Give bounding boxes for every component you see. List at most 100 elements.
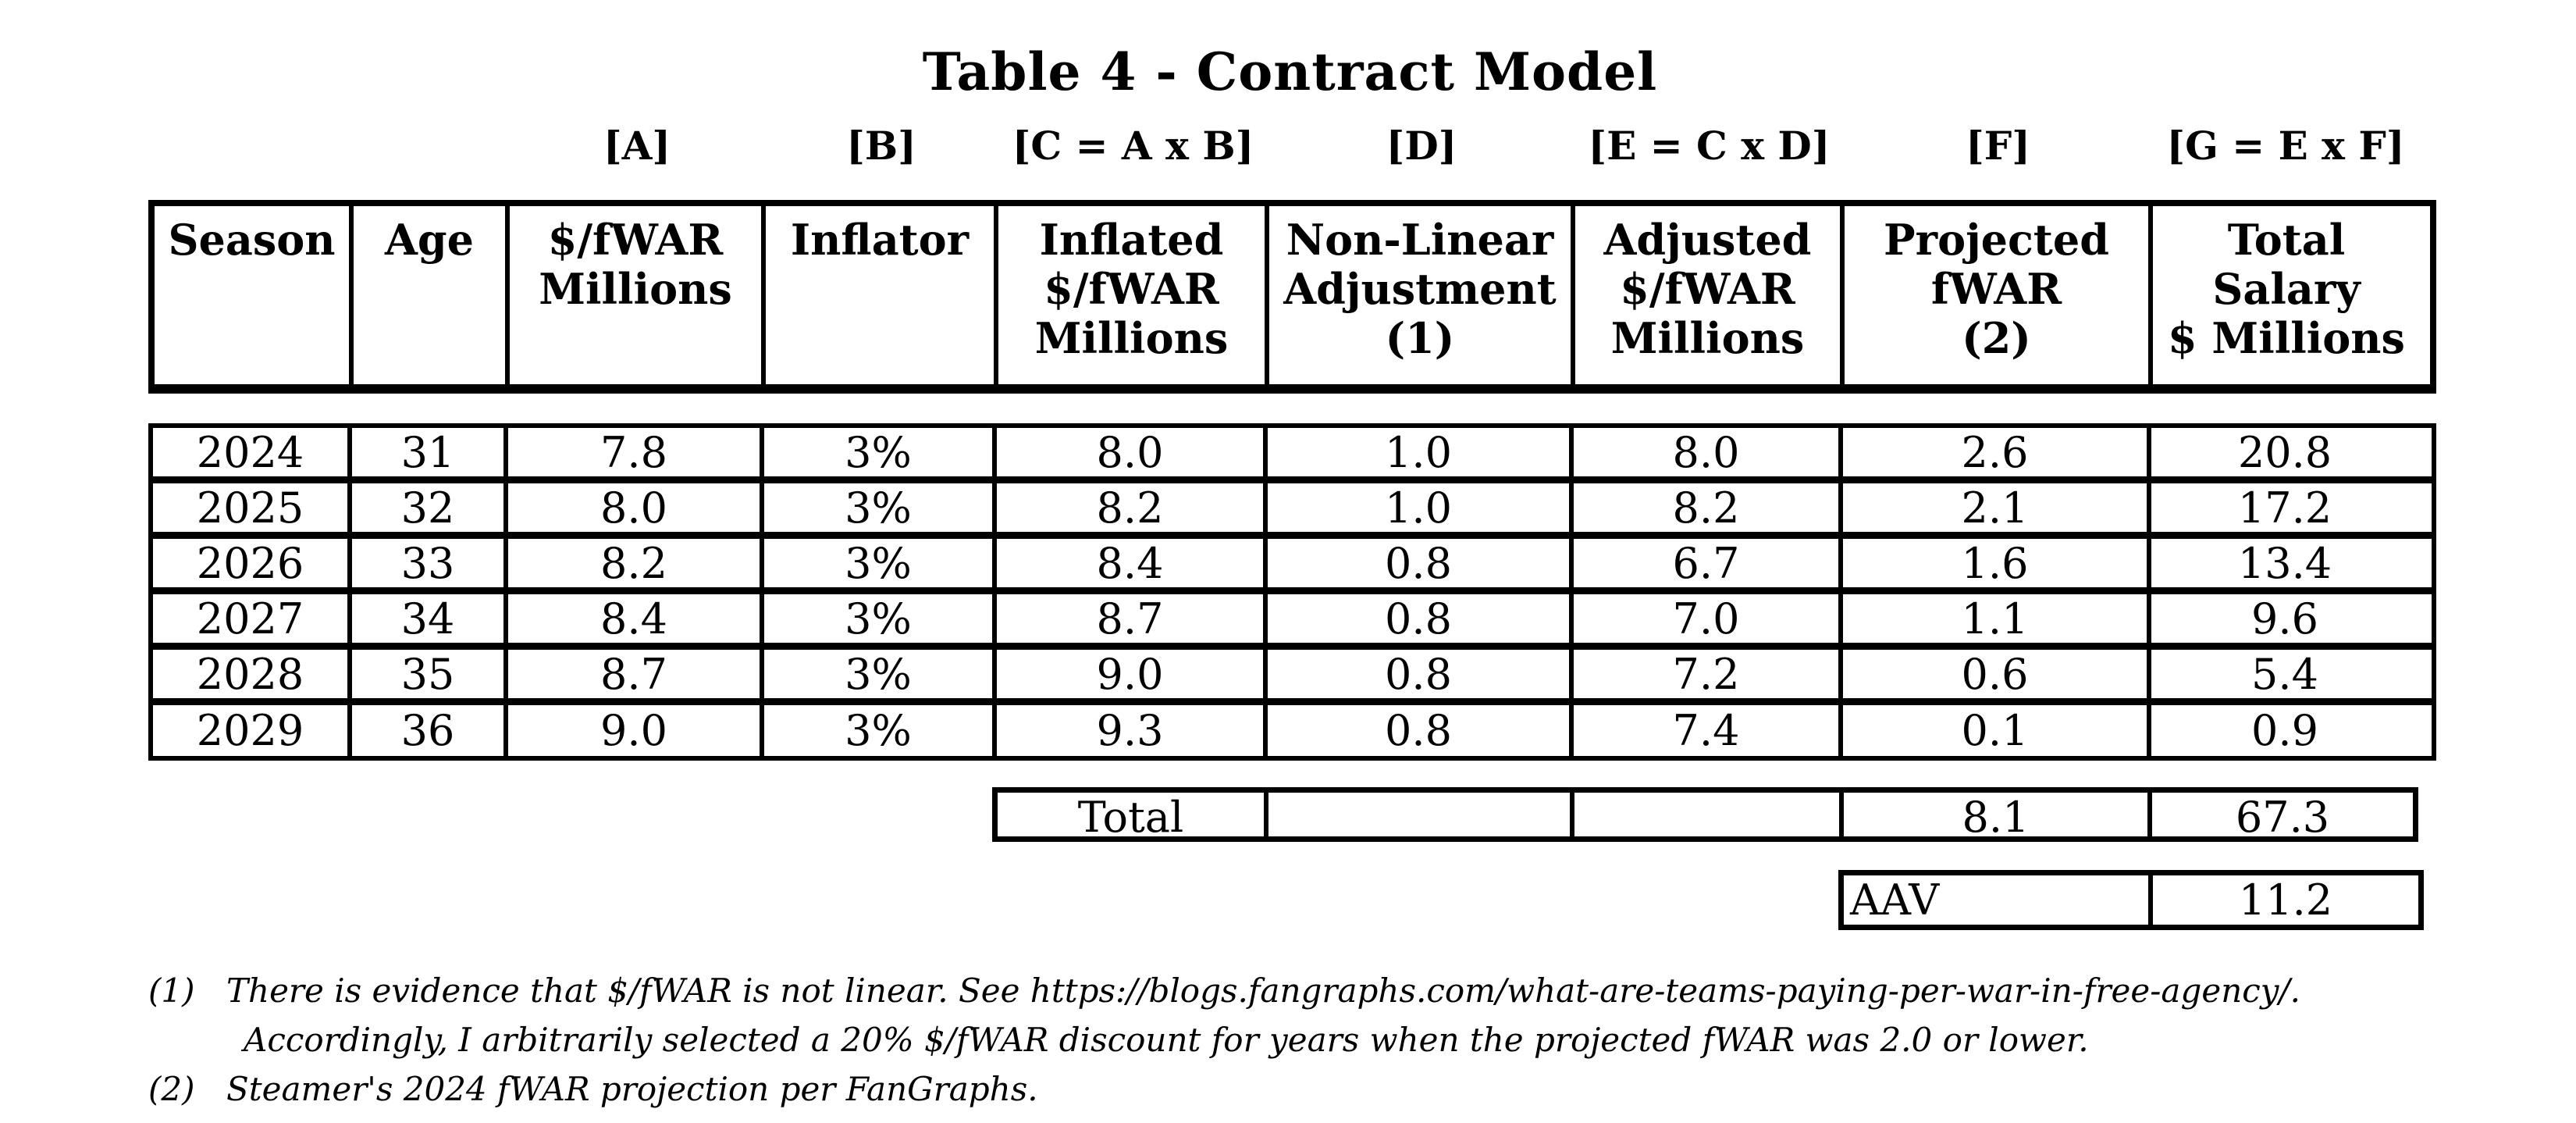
table-cell: 32 bbox=[352, 483, 508, 533]
table-row: 2027 34 8.4 3% 8.7 0.8 7.0 1.1 9.6 bbox=[153, 594, 2432, 651]
table-row: 2025 32 8.0 3% 8.2 1.0 8.2 2.1 17.2 bbox=[153, 483, 2432, 540]
column-header-nonlinear: Non-Linear Adjustment (1) bbox=[1269, 206, 1575, 385]
formula-letter-b: [B] bbox=[846, 123, 916, 169]
table-row: 2026 33 8.2 3% 8.4 0.8 6.7 1.6 13.4 bbox=[153, 539, 2432, 595]
table-cell: 33 bbox=[352, 539, 508, 589]
table-cell: 3% bbox=[764, 428, 997, 478]
column-header-inflator: Inflator bbox=[766, 206, 998, 385]
table-cell: 3% bbox=[764, 483, 997, 533]
footnote-1-text: There is evidence that $/fWAR is not lin… bbox=[226, 971, 2301, 1011]
table-cell: 2027 bbox=[153, 594, 352, 644]
footnote-2-marker: (2) bbox=[148, 1070, 195, 1109]
footnote-1: (1) There is evidence that $/fWAR is not… bbox=[148, 971, 2443, 1011]
formula-letter-d: [D] bbox=[1386, 123, 1457, 169]
total-row: Total 8.1 67.3 bbox=[992, 787, 2418, 843]
column-header-adjusted: Adjusted $/fWAR Millions bbox=[1575, 206, 1845, 385]
table-cell: 8.2 bbox=[1574, 483, 1843, 533]
column-header-dollar-fwar: $/fWAR Millions bbox=[510, 206, 766, 385]
table-title: Table 4 - Contract Model bbox=[922, 41, 1658, 102]
column-header-projected-fwar: Projected fWAR (2) bbox=[1845, 206, 2153, 385]
table-cell: 20.8 bbox=[2237, 428, 2332, 478]
formula-letter-c: [C = A x B] bbox=[1012, 123, 1254, 169]
table-cell: 3% bbox=[764, 705, 997, 757]
formula-letter-g: [G = E x F] bbox=[2166, 123, 2405, 169]
table-cell: 0.8 bbox=[1268, 594, 1574, 644]
table-cell: 3% bbox=[764, 539, 997, 589]
table-cell: 8.2 bbox=[997, 483, 1268, 533]
footnote-1-continuation: Accordingly, I arbitrarily selected a 20… bbox=[244, 1021, 2089, 1060]
table-cell: 0.9 bbox=[2251, 706, 2318, 756]
footnote-2-text: Steamer's 2024 fWAR projection per FanGr… bbox=[226, 1070, 1038, 1109]
table-cell: 2029 bbox=[153, 705, 352, 757]
formula-letter-e: [E = C x D] bbox=[1588, 123, 1831, 169]
table-cell: 0.8 bbox=[1268, 705, 1574, 757]
table-cell: 2028 bbox=[153, 650, 352, 700]
aav-row: AAV 11.2 bbox=[1838, 870, 2424, 931]
table-cell: 2025 bbox=[153, 483, 352, 533]
table-cell: 2024 bbox=[153, 428, 352, 478]
footnote-1-marker: (1) bbox=[148, 971, 195, 1011]
table-area: [A] [B] [C = A x B] [D] [E = C x D] [F] … bbox=[148, 123, 2443, 1110]
column-header-age: Age bbox=[354, 206, 510, 385]
table-cell: 36 bbox=[352, 705, 508, 757]
table-cell: 1.6 bbox=[1843, 539, 2151, 589]
footnote-2: (2) Steamer's 2024 fWAR projection per F… bbox=[148, 1069, 2443, 1110]
table-row: 2024 31 7.8 3% 8.0 1.0 8.0 2.6 20.8 bbox=[153, 428, 2432, 484]
table-cell: 9.3 bbox=[997, 705, 1268, 757]
table-cell: 1.0 bbox=[1268, 428, 1574, 478]
table-cell: 0.1 bbox=[1843, 705, 2151, 757]
table-cell: 0.8 bbox=[1268, 539, 1574, 589]
total-empty-cell bbox=[1268, 793, 1574, 843]
table-cell: 6.7 bbox=[1574, 539, 1843, 589]
table-cell: 3% bbox=[764, 594, 997, 644]
column-header-inflated: Inflated $/fWAR Millions bbox=[998, 206, 1269, 385]
formula-letter bbox=[154, 123, 353, 169]
page: Table 4 - Contract Model [A] [B] [C = A … bbox=[0, 45, 2576, 1123]
footnotes: (1) There is evidence that $/fWAR is not… bbox=[148, 971, 2443, 1110]
table-cell: 8.4 bbox=[997, 539, 1268, 589]
table-cell: 8.7 bbox=[997, 594, 1268, 644]
table-cell: 2.6 bbox=[1843, 428, 2151, 478]
table-cell: 7.4 bbox=[1574, 705, 1843, 757]
aav-value: 11.2 bbox=[2238, 875, 2333, 925]
table-cell: 9.6 bbox=[2251, 594, 2318, 644]
total-label: Total bbox=[998, 793, 1268, 843]
total-projected-fwar: 8.1 bbox=[1844, 793, 2152, 843]
table-cell: 9.0 bbox=[508, 705, 764, 757]
table-cell: 13.4 bbox=[2237, 539, 2332, 589]
table-cell: 0.6 bbox=[1843, 650, 2151, 700]
formula-letter-f: [F] bbox=[1966, 123, 2030, 169]
column-header-season: Season bbox=[155, 206, 354, 385]
table-cell: 1.1 bbox=[1843, 594, 2151, 644]
table-cell: 9.0 bbox=[997, 650, 1268, 700]
table-cell: 34 bbox=[352, 594, 508, 644]
formula-letter bbox=[353, 123, 509, 169]
table-cell: 3% bbox=[764, 650, 997, 700]
table-cell: 17.2 bbox=[2237, 483, 2332, 533]
table-cell: 2026 bbox=[153, 539, 352, 589]
table-cell: 8.0 bbox=[1574, 428, 1843, 478]
table-cell: 7.8 bbox=[508, 428, 764, 478]
table-cell: 7.2 bbox=[1574, 650, 1843, 700]
table-cell: 5.4 bbox=[2251, 650, 2318, 700]
table-row: 2029 36 9.0 3% 9.3 0.8 7.4 0.1 0.9 bbox=[153, 705, 2432, 757]
formula-letter-a: [A] bbox=[603, 123, 671, 169]
table-cell: 31 bbox=[352, 428, 508, 478]
column-header-row: Season Age $/fWAR Millions Inflator Infl… bbox=[148, 200, 2436, 394]
table-cell: 8.7 bbox=[508, 650, 764, 700]
table-cell: 8.4 bbox=[508, 594, 764, 644]
table-row: 2028 35 8.7 3% 9.0 0.8 7.2 0.6 5.4 bbox=[153, 650, 2432, 706]
data-table: 2024 31 7.8 3% 8.0 1.0 8.0 2.6 20.8 2025… bbox=[148, 423, 2436, 761]
table-cell: 0.8 bbox=[1268, 650, 1574, 700]
table-cell: 8.0 bbox=[997, 428, 1268, 478]
formula-letter-row: [A] [B] [C = A x B] [D] [E = C x D] [F] … bbox=[148, 123, 2443, 169]
table-cell: 8.2 bbox=[508, 539, 764, 589]
aav-label: AAV bbox=[1844, 875, 2153, 925]
table-cell: 2.1 bbox=[1843, 483, 2151, 533]
table-cell: 1.0 bbox=[1268, 483, 1574, 533]
table-cell: 7.0 bbox=[1574, 594, 1843, 644]
table-cell: 8.0 bbox=[508, 483, 764, 533]
column-header-total-salary: Total Salary $ Millions bbox=[2168, 215, 2405, 364]
total-empty-cell bbox=[1574, 793, 1844, 843]
total-salary: 67.3 bbox=[2235, 793, 2330, 843]
